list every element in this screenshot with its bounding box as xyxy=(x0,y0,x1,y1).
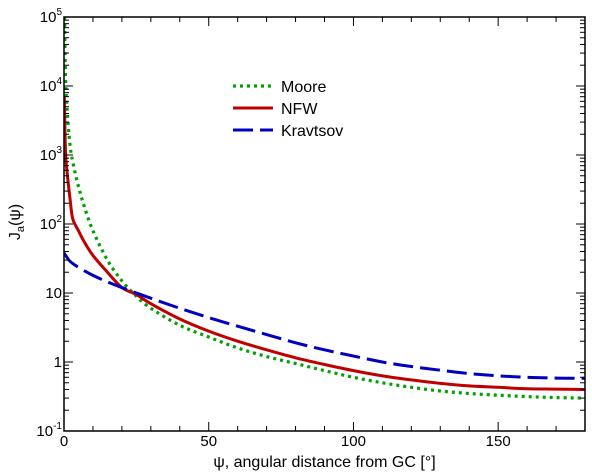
x-tick-labels: 0 50 100 150 xyxy=(60,433,511,450)
x-tick-label: 100 xyxy=(341,433,366,450)
series-line-moore xyxy=(64,17,585,400)
x-tick-label: 50 xyxy=(200,433,217,450)
y-tick-label: 105 xyxy=(40,7,63,26)
x-tick-label: 0 xyxy=(60,433,68,450)
legend-label-nfw: NFW xyxy=(281,101,318,118)
x-axis-title: ψ, angular distance from GC [°] xyxy=(213,454,435,471)
y-tick-label: 104 xyxy=(40,76,63,95)
x-tick-label: 150 xyxy=(486,433,511,450)
series-line-nfw xyxy=(64,96,585,391)
y-tick-labels: 10-1 1 10 102 103 104 105 xyxy=(36,7,62,440)
axis-ticks xyxy=(63,16,586,432)
legend-label-kravtsov: Kravtsov xyxy=(281,123,343,140)
plot-curves xyxy=(64,17,585,400)
series-line-kravtsov xyxy=(64,252,585,380)
y-axis-title-subscript: a xyxy=(15,225,27,232)
y-tick-label: 102 xyxy=(40,214,63,233)
y-tick-label: 1 xyxy=(54,354,62,371)
y-axis-title-main: J xyxy=(7,232,24,240)
y-tick-label: 10-1 xyxy=(36,421,62,440)
y-tick-label: 103 xyxy=(40,145,63,164)
y-axis-title-tail: (ψ) xyxy=(7,204,24,226)
legend-label-moore: Moore xyxy=(281,79,326,96)
legend: Moore NFW Kravtsov xyxy=(233,79,343,140)
y-tick-label: 10 xyxy=(45,285,62,302)
y-axis-title: Ja(ψ) xyxy=(7,204,27,240)
